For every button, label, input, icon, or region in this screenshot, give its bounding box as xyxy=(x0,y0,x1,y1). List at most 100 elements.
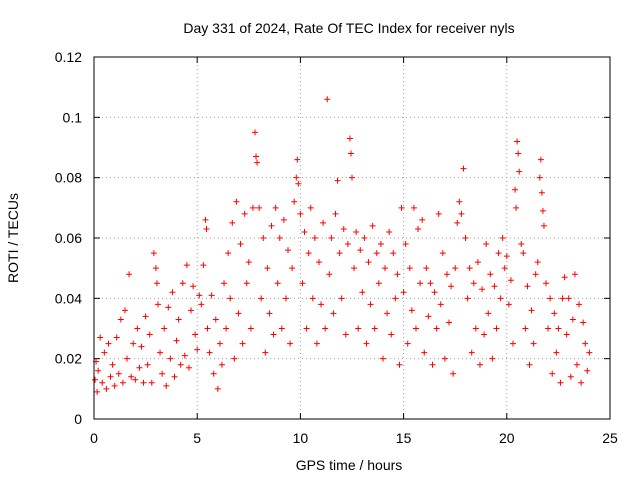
data-point xyxy=(124,355,131,362)
data-point xyxy=(171,373,178,380)
data-point xyxy=(206,349,213,356)
data-point xyxy=(214,385,221,392)
data-point xyxy=(536,174,543,181)
data-point xyxy=(212,316,219,323)
grid-lines xyxy=(94,57,610,419)
data-point xyxy=(198,301,205,308)
data-point xyxy=(474,259,481,266)
data-point xyxy=(456,198,463,205)
data-point xyxy=(136,364,143,371)
data-point xyxy=(113,334,120,341)
x-tick-label: 25 xyxy=(602,430,618,446)
data-point xyxy=(468,349,475,356)
data-point xyxy=(534,259,541,266)
data-points xyxy=(92,96,593,395)
data-point xyxy=(551,310,558,317)
data-point xyxy=(412,325,419,332)
data-point xyxy=(204,325,211,332)
data-point xyxy=(565,295,572,302)
chart-title: Day 331 of 2024, Rate Of TEC Index for r… xyxy=(183,20,514,36)
data-point xyxy=(328,235,335,241)
data-point xyxy=(346,135,353,142)
data-point xyxy=(134,325,141,332)
data-point xyxy=(373,250,380,257)
data-point xyxy=(150,250,157,257)
data-point xyxy=(318,301,325,308)
data-point xyxy=(491,283,498,290)
x-axis-label: GPS time / hours xyxy=(296,457,403,473)
data-point xyxy=(247,325,254,332)
plot-frame xyxy=(93,56,611,420)
data-point xyxy=(515,150,522,157)
data-point xyxy=(443,271,450,278)
data-point xyxy=(487,271,494,278)
data-point xyxy=(522,325,529,332)
data-point xyxy=(576,301,583,308)
data-point xyxy=(194,346,201,353)
data-point xyxy=(483,241,490,248)
data-point xyxy=(322,325,329,332)
data-point xyxy=(121,307,128,314)
data-point xyxy=(192,331,199,338)
data-point xyxy=(167,355,174,362)
data-point xyxy=(460,165,467,172)
data-point xyxy=(528,307,535,314)
data-point xyxy=(452,265,459,272)
data-point xyxy=(303,325,310,332)
data-point xyxy=(388,331,395,338)
data-point xyxy=(446,319,453,326)
data-point xyxy=(128,373,135,380)
data-point xyxy=(359,289,366,296)
data-point xyxy=(567,373,574,380)
data-point xyxy=(175,316,182,323)
data-point xyxy=(423,265,430,272)
data-point xyxy=(553,349,560,356)
data-point xyxy=(450,370,457,377)
data-point xyxy=(466,265,473,272)
data-point xyxy=(299,280,306,287)
x-tick-label: 5 xyxy=(193,430,201,446)
x-tick-label: 20 xyxy=(499,430,515,446)
data-point xyxy=(470,280,477,287)
data-point xyxy=(179,280,186,287)
data-point xyxy=(223,325,230,332)
data-point xyxy=(153,280,160,287)
data-point xyxy=(472,325,479,332)
data-point xyxy=(262,349,269,356)
data-point xyxy=(513,204,520,211)
data-point xyxy=(148,379,155,386)
data-point xyxy=(396,361,403,368)
data-point xyxy=(539,207,546,214)
data-point xyxy=(338,295,345,302)
data-point xyxy=(264,265,271,272)
data-point xyxy=(545,325,552,332)
data-point xyxy=(115,370,122,377)
data-point xyxy=(571,271,578,278)
data-point xyxy=(270,331,277,338)
data-point xyxy=(538,189,545,196)
y-axis-label: ROTI / TECUs xyxy=(5,193,21,283)
data-point xyxy=(390,250,397,257)
data-point xyxy=(280,216,287,223)
data-point xyxy=(433,325,440,332)
data-point xyxy=(157,349,164,356)
data-point xyxy=(294,156,301,163)
data-point xyxy=(239,340,246,347)
data-point xyxy=(140,379,147,386)
data-point xyxy=(476,361,483,368)
data-point xyxy=(501,265,508,272)
data-point xyxy=(161,325,168,332)
data-point xyxy=(254,159,261,166)
data-point xyxy=(225,250,232,257)
data-point xyxy=(332,210,339,217)
data-point xyxy=(142,313,149,320)
data-point xyxy=(584,367,591,374)
data-point xyxy=(507,277,514,284)
data-point xyxy=(419,216,426,223)
data-point xyxy=(382,265,389,272)
data-point xyxy=(518,241,525,248)
data-point xyxy=(132,376,139,383)
data-point xyxy=(404,340,411,347)
data-point xyxy=(334,177,341,184)
